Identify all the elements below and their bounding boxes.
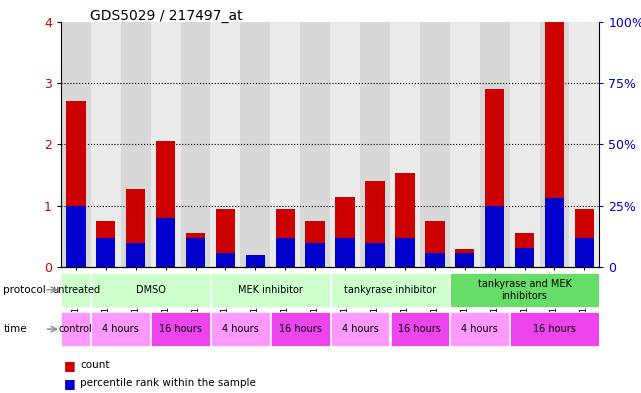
Text: MEK inhibitor: MEK inhibitor — [238, 285, 303, 295]
Bar — [485, 206, 504, 267]
Bar — [126, 242, 146, 267]
Bar — [246, 255, 265, 267]
Bar — [156, 218, 176, 267]
Bar — [126, 189, 146, 267]
Bar — [91, 22, 121, 267]
Bar — [181, 22, 210, 267]
Text: 16 hours: 16 hours — [533, 324, 576, 334]
Bar — [215, 252, 235, 267]
Bar — [451, 312, 509, 346]
Bar — [450, 22, 479, 267]
Bar — [455, 249, 474, 267]
Bar — [300, 22, 330, 267]
Bar — [425, 221, 445, 267]
Bar — [211, 273, 329, 307]
Bar — [365, 181, 385, 267]
Bar — [186, 238, 205, 267]
Bar — [62, 273, 90, 307]
Text: 4 hours: 4 hours — [462, 324, 498, 334]
Bar — [121, 22, 151, 267]
Bar — [395, 173, 415, 267]
Text: 16 hours: 16 hours — [159, 324, 202, 334]
Bar — [156, 141, 176, 267]
Text: ■: ■ — [64, 376, 76, 390]
Bar — [96, 221, 115, 267]
Bar — [61, 22, 91, 267]
Bar — [151, 22, 181, 267]
Text: 4 hours: 4 hours — [342, 324, 378, 334]
Bar — [335, 196, 355, 267]
Text: 4 hours: 4 hours — [222, 324, 259, 334]
Text: ■: ■ — [64, 359, 76, 372]
Bar — [540, 22, 569, 267]
Text: tankyrase inhibitor: tankyrase inhibitor — [344, 285, 436, 295]
Bar — [515, 248, 535, 267]
Bar — [390, 22, 420, 267]
Bar — [335, 238, 355, 267]
Text: GDS5029 / 217497_at: GDS5029 / 217497_at — [90, 9, 242, 23]
Text: count: count — [80, 360, 110, 371]
Bar — [215, 209, 235, 267]
Bar — [306, 242, 325, 267]
Bar — [545, 22, 564, 267]
Bar — [271, 312, 329, 346]
Bar — [331, 273, 449, 307]
Text: time: time — [3, 324, 27, 334]
Text: protocol: protocol — [3, 285, 46, 295]
Bar — [62, 312, 90, 346]
Bar — [545, 198, 564, 267]
Bar — [455, 252, 474, 267]
Bar — [479, 22, 510, 267]
Text: untreated: untreated — [52, 285, 100, 295]
Bar — [240, 22, 271, 267]
Bar — [395, 238, 415, 267]
Text: 4 hours: 4 hours — [103, 324, 139, 334]
Bar — [420, 22, 450, 267]
Bar — [151, 312, 210, 346]
Bar — [211, 312, 270, 346]
Bar — [66, 101, 86, 267]
Bar — [246, 260, 265, 267]
Bar — [276, 209, 295, 267]
Bar — [271, 22, 300, 267]
Bar — [575, 209, 594, 267]
Bar — [96, 238, 115, 267]
Bar — [276, 238, 295, 267]
Text: 16 hours: 16 hours — [279, 324, 322, 334]
Bar — [210, 22, 240, 267]
Bar — [186, 233, 205, 267]
Bar — [510, 22, 540, 267]
Text: control: control — [59, 324, 93, 334]
Bar — [575, 238, 594, 267]
Bar — [92, 273, 210, 307]
Bar — [306, 221, 325, 267]
Bar — [485, 89, 504, 267]
Bar — [510, 312, 599, 346]
Bar — [569, 22, 599, 267]
Bar — [331, 312, 389, 346]
Text: percentile rank within the sample: percentile rank within the sample — [80, 378, 256, 388]
Text: tankyrase and MEK
inhibitors: tankyrase and MEK inhibitors — [478, 279, 572, 301]
Text: DMSO: DMSO — [136, 285, 165, 295]
Bar — [360, 22, 390, 267]
Bar — [390, 312, 449, 346]
Text: 16 hours: 16 hours — [399, 324, 441, 334]
Bar — [451, 273, 599, 307]
Bar — [425, 252, 445, 267]
Bar — [365, 242, 385, 267]
Bar — [515, 233, 535, 267]
Bar — [330, 22, 360, 267]
Bar — [66, 206, 86, 267]
Bar — [92, 312, 150, 346]
